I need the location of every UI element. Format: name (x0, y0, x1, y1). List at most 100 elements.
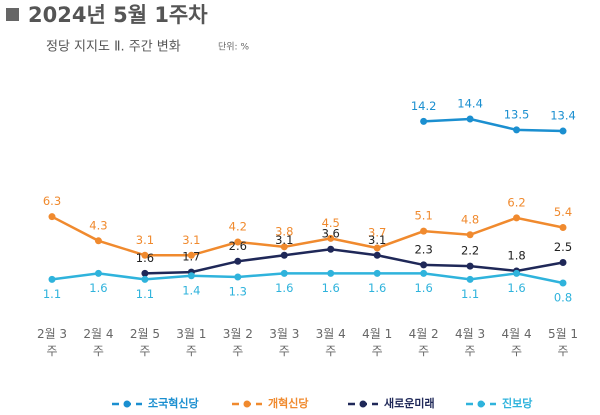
data-point (234, 273, 242, 281)
data-label: 13.4 (550, 109, 576, 123)
data-label: 1.6 (136, 251, 154, 265)
x-tick-label: 4월 2주 (408, 327, 439, 358)
data-point (280, 243, 288, 251)
data-label: 1.7 (182, 250, 200, 264)
data-point (48, 213, 56, 221)
x-tick-label: 4월 4주 (501, 327, 532, 358)
x-tick-label: 4월 3주 (455, 327, 486, 358)
data-label: 1.6 (507, 281, 525, 295)
data-point (373, 244, 381, 252)
legend-dot (123, 400, 131, 408)
data-point (420, 227, 428, 235)
data-point (187, 272, 195, 280)
data-label: 4.3 (89, 218, 107, 232)
x-tick-label: 4월 1주 (362, 327, 393, 358)
chart-title: 2024년 5월 1주차 (28, 3, 208, 27)
data-label: 1.6 (322, 281, 340, 295)
title-icon (6, 8, 19, 21)
data-point (513, 126, 521, 134)
data-point (559, 279, 567, 287)
data-point (559, 259, 567, 266)
data-label: 4.5 (322, 216, 340, 230)
data-label: 6.3 (43, 194, 61, 208)
data-point (141, 275, 149, 283)
data-label: 3.1 (136, 233, 154, 247)
legend-label: 조국혁신당 (148, 396, 199, 410)
data-label: 1.1 (43, 287, 61, 301)
data-point (420, 261, 428, 269)
data-point (234, 238, 242, 246)
data-label: 5.4 (554, 205, 572, 219)
legend-label: 새로운미래 (384, 396, 435, 410)
data-label: 2.2 (461, 244, 479, 258)
data-label: 3.7 (368, 226, 386, 240)
x-tick-label: 3월 3주 (269, 327, 300, 358)
data-point (559, 127, 567, 135)
data-point (187, 251, 195, 259)
data-label: 1.6 (275, 281, 293, 295)
data-label: 4.2 (229, 220, 247, 234)
data-label: 5.1 (414, 209, 432, 223)
data-point (141, 269, 149, 277)
unit-label: 단위: % (218, 42, 249, 53)
data-label: 1.6 (414, 281, 432, 295)
series-line (144, 247, 564, 275)
data-label: 0.8 (554, 291, 572, 305)
data-label: 3.8 (275, 224, 293, 238)
data-point (141, 251, 149, 259)
x-tick-label: 3월 4주 (315, 327, 346, 358)
data-point (513, 214, 521, 222)
legend-dot (243, 400, 251, 408)
data-label: 13.5 (504, 107, 530, 121)
data-point (373, 251, 381, 259)
data-label: 1.8 (507, 248, 525, 262)
data-label: 6.2 (507, 195, 525, 209)
data-label: 1.6 (368, 281, 386, 295)
data-label: 3.1 (182, 233, 200, 247)
data-label: 2.3 (414, 242, 432, 256)
data-point (559, 224, 567, 232)
data-point (466, 262, 474, 270)
legend-label: 개혁신당 (268, 396, 308, 410)
data-label: 14.4 (457, 97, 483, 111)
data-point (466, 231, 474, 239)
legend-dot (359, 400, 367, 408)
data-label: 2.5 (554, 240, 572, 254)
data-point (327, 234, 335, 242)
data-point (234, 257, 242, 265)
data-point (327, 245, 335, 253)
x-tick-label: 2월 3주 (36, 327, 68, 358)
data-label: 1.6 (89, 281, 107, 295)
legend-label: 진보당 (502, 396, 532, 410)
x-tick-label: 3월 1주 (176, 327, 207, 358)
data-point (280, 251, 288, 259)
series-line (423, 117, 564, 133)
data-point (373, 269, 381, 277)
data-point (94, 237, 102, 245)
data-label: 3.6 (322, 227, 340, 241)
data-point (420, 269, 428, 277)
data-label: 3.1 (368, 233, 386, 247)
data-point (513, 269, 521, 277)
x-tick-label: 5월 1주 (547, 327, 579, 358)
x-tick-label: 3월 2주 (222, 327, 253, 358)
data-point (327, 269, 335, 277)
data-point (48, 275, 56, 283)
data-label: 1.1 (461, 287, 479, 301)
x-tick-label: 2월 4주 (83, 327, 114, 358)
data-point (94, 269, 102, 277)
data-point (280, 269, 288, 277)
chart-subtitle: 정당 지지도 Ⅱ. 주간 변화 (46, 40, 181, 55)
legend-dot (477, 400, 485, 408)
series-line (51, 272, 564, 285)
data-point (466, 115, 474, 123)
x-tick-label: 2월 5주 (129, 327, 160, 358)
data-point (420, 117, 428, 125)
series-line (51, 215, 564, 257)
data-point (466, 275, 474, 283)
data-label: 3.1 (275, 233, 293, 247)
data-label: 4.8 (461, 212, 479, 226)
data-label: 2.6 (229, 239, 247, 253)
